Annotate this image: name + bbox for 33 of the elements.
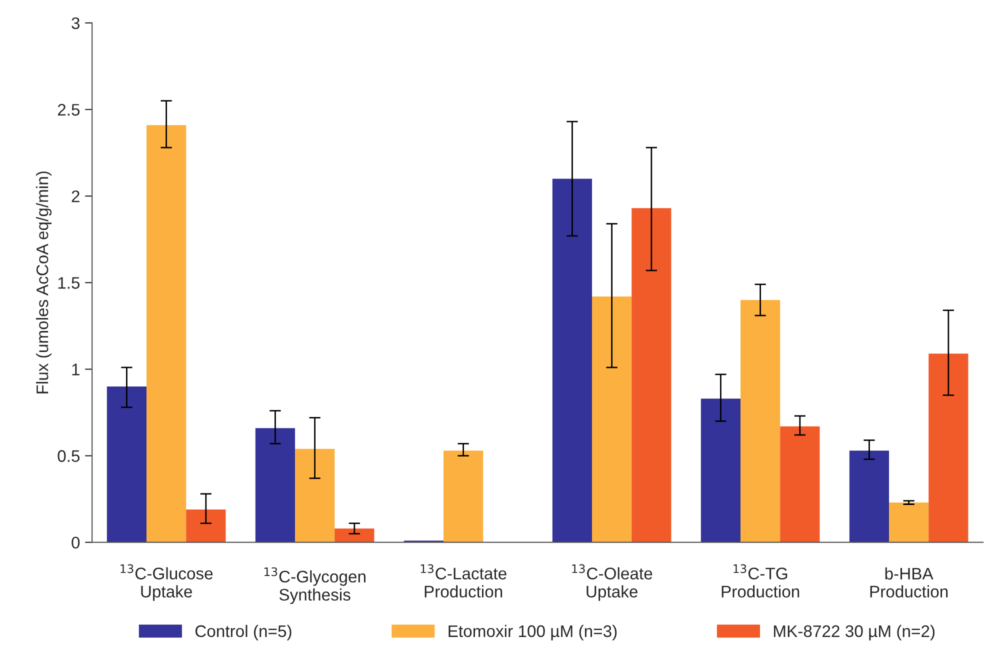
y-tick-label: 0.5 <box>58 450 80 462</box>
legend-label: Etomoxir 100 µM (n=3) <box>448 624 617 640</box>
bar <box>146 125 186 542</box>
x-tick-label: $^{13}$C-Glycogen Synthesis <box>264 567 366 604</box>
bar <box>295 448 335 542</box>
x-tick-label: $^{13}$C-Oleate Uptake <box>572 564 652 601</box>
legend-label: Control (n=5) <box>195 624 292 640</box>
bar <box>592 296 632 542</box>
bar <box>444 450 484 542</box>
y-tick-label: 2.5 <box>58 104 80 116</box>
y-tick-label: 2 <box>72 190 80 202</box>
x-tick-label: $^{13}$C-TG Production <box>722 564 800 598</box>
x-tick-label: $^{13}$C-Lactate Production <box>420 564 506 598</box>
y-tick-label: 3 <box>72 17 80 30</box>
bar <box>552 178 592 542</box>
y-axis-title: Flux (umoles AcCoA eq/g/min) <box>36 172 52 394</box>
y-tick-label: 1.5 <box>58 277 80 289</box>
bar <box>849 450 890 542</box>
bar <box>186 509 226 542</box>
x-tick-label: $^{13}$C-Glucose Uptake <box>120 564 213 601</box>
legend-label: MK-8722 30 µM (n=2) <box>774 624 935 640</box>
x-tick-label: b-HBA Production <box>870 567 948 598</box>
y-tick-label: 1 <box>72 364 80 376</box>
bar <box>700 398 741 542</box>
bar <box>780 426 820 542</box>
bar <box>740 300 780 542</box>
bar <box>632 208 672 542</box>
y-tick-label: 0 <box>72 536 80 549</box>
bar <box>889 502 929 542</box>
bar <box>255 428 296 542</box>
bar <box>106 386 147 542</box>
bar <box>928 354 968 542</box>
bar <box>334 528 374 542</box>
